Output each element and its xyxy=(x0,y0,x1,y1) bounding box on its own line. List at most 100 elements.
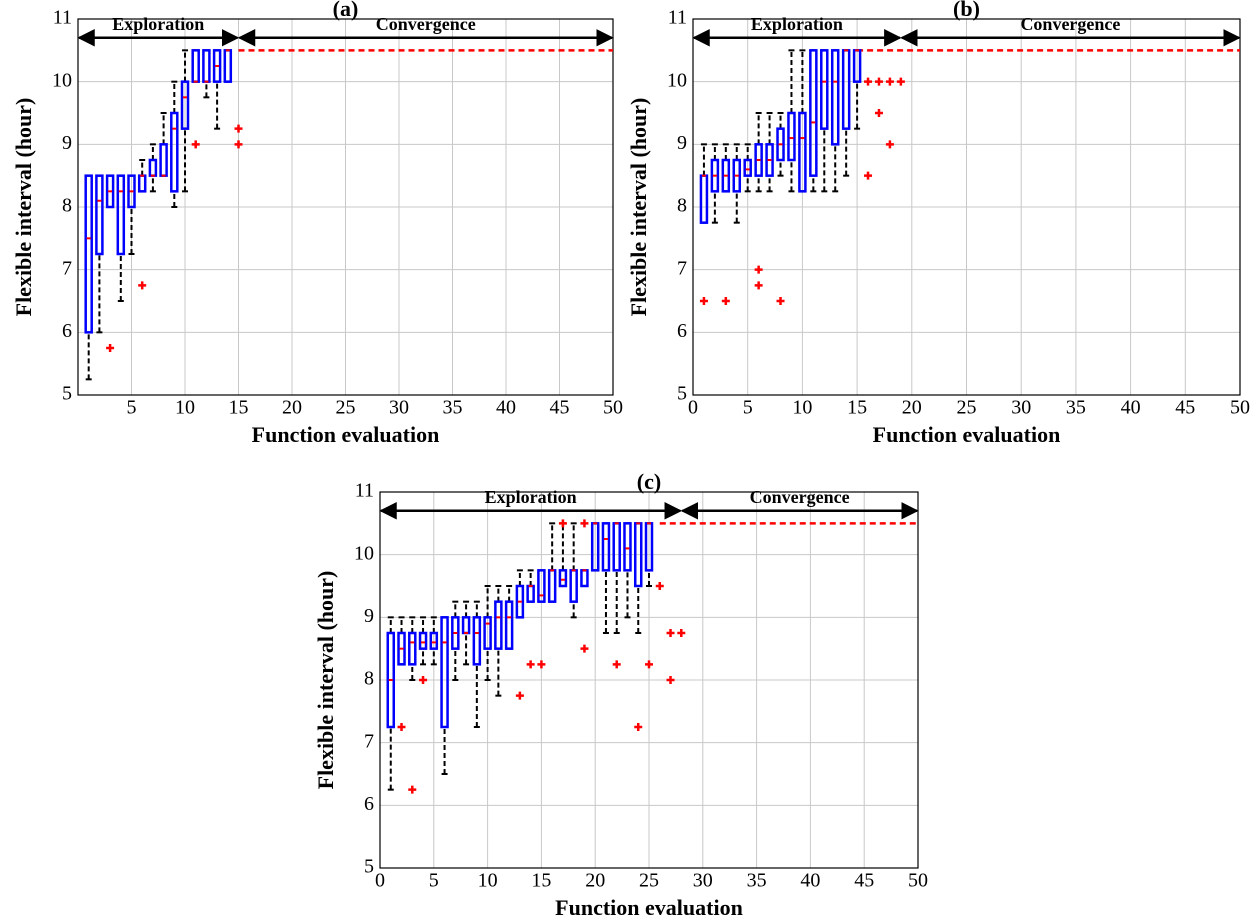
x-tick-label: 0 xyxy=(688,397,698,419)
y-tick-label: 5 xyxy=(364,856,374,878)
box xyxy=(732,158,742,193)
box xyxy=(798,111,807,193)
x-tick-label: 5 xyxy=(429,870,439,892)
box xyxy=(483,616,492,650)
box xyxy=(526,584,535,603)
y-tick-label: 7 xyxy=(364,730,374,752)
outlier xyxy=(234,124,243,133)
box xyxy=(429,631,439,650)
x-tick-label: 5 xyxy=(127,397,137,419)
box xyxy=(451,616,460,650)
outlier xyxy=(634,723,643,731)
outlier xyxy=(666,629,675,637)
box xyxy=(180,80,190,130)
box xyxy=(547,569,557,603)
x-tick-label: 25 xyxy=(957,397,977,419)
outlier xyxy=(191,140,200,149)
x-tick-label: 20 xyxy=(585,870,605,892)
box xyxy=(223,49,233,83)
y-tick-label: 6 xyxy=(677,320,687,342)
box xyxy=(710,158,720,193)
phase-label: Convergence xyxy=(1020,14,1120,34)
outlier xyxy=(754,281,763,290)
phase-label: Convergence xyxy=(750,487,850,507)
box xyxy=(191,49,200,83)
phase-label: Exploration xyxy=(751,14,843,34)
y-tick-label: 10 xyxy=(52,69,72,91)
x-tick-label: 40 xyxy=(1121,397,1141,419)
x-tick-label: 50 xyxy=(1230,397,1250,419)
outlier xyxy=(776,297,785,305)
outlier xyxy=(515,691,524,700)
plot-frame xyxy=(379,491,919,869)
outlier xyxy=(537,660,546,669)
outlier xyxy=(864,77,873,86)
y-tick-label: 10 xyxy=(354,542,374,564)
box xyxy=(212,49,222,83)
box xyxy=(580,569,589,588)
outlier xyxy=(864,171,873,180)
y-tick-label: 11 xyxy=(53,7,72,29)
box xyxy=(699,174,709,224)
x-tick-label: 25 xyxy=(336,397,356,419)
x-tick-label: 30 xyxy=(1011,397,1031,419)
x-tick-label: 20 xyxy=(902,397,922,419)
x-tick-label: 5 xyxy=(743,397,753,419)
box xyxy=(84,174,93,334)
outlier xyxy=(419,676,428,684)
box xyxy=(159,143,168,177)
box xyxy=(202,49,211,83)
x-tick-label: 30 xyxy=(693,870,713,892)
x-tick-label: 45 xyxy=(1175,397,1195,419)
outlier xyxy=(580,519,589,528)
box xyxy=(743,158,752,177)
x-tick-label: 30 xyxy=(389,397,409,419)
phase-label: Exploration xyxy=(112,14,204,34)
y-tick-label: 11 xyxy=(668,7,687,29)
x-tick-label: 35 xyxy=(1066,397,1086,419)
box xyxy=(569,569,578,603)
y-axis-label: Flexible interval (hour) xyxy=(11,98,36,317)
box xyxy=(558,569,568,588)
box xyxy=(754,143,763,177)
x-tick-label: 0 xyxy=(375,870,385,892)
box xyxy=(170,111,179,193)
x-tick-label: 10 xyxy=(175,397,195,419)
box xyxy=(408,631,417,666)
y-axis-label: Flexible interval (hour) xyxy=(626,98,651,317)
box xyxy=(95,174,104,256)
y-tick-label: 9 xyxy=(364,605,374,627)
outlier xyxy=(526,660,535,669)
x-tick-label: 35 xyxy=(443,397,463,419)
y-tick-label: 11 xyxy=(355,480,374,502)
outlier xyxy=(106,344,115,352)
box xyxy=(461,616,471,635)
outlier xyxy=(558,519,567,528)
x-axis-label: Function evaluation xyxy=(873,422,1061,447)
outlier xyxy=(721,297,730,305)
y-tick-label: 5 xyxy=(677,383,687,405)
outlier xyxy=(896,77,905,86)
y-tick-label: 8 xyxy=(677,195,687,217)
outlier xyxy=(408,785,417,794)
box xyxy=(601,522,611,572)
outlier xyxy=(138,281,147,290)
box xyxy=(841,49,851,130)
outlier xyxy=(666,676,675,684)
box xyxy=(148,158,158,177)
y-tick-label: 8 xyxy=(62,195,72,217)
outlier xyxy=(874,109,883,117)
outlier xyxy=(677,629,686,637)
x-tick-label: 45 xyxy=(550,397,570,419)
box xyxy=(612,522,621,572)
box xyxy=(440,616,449,729)
x-tick-label: 15 xyxy=(531,870,551,892)
x-tick-label: 35 xyxy=(747,870,767,892)
x-tick-label: 25 xyxy=(639,870,659,892)
x-tick-label: 45 xyxy=(854,870,874,892)
box xyxy=(494,600,503,650)
box xyxy=(397,631,406,666)
